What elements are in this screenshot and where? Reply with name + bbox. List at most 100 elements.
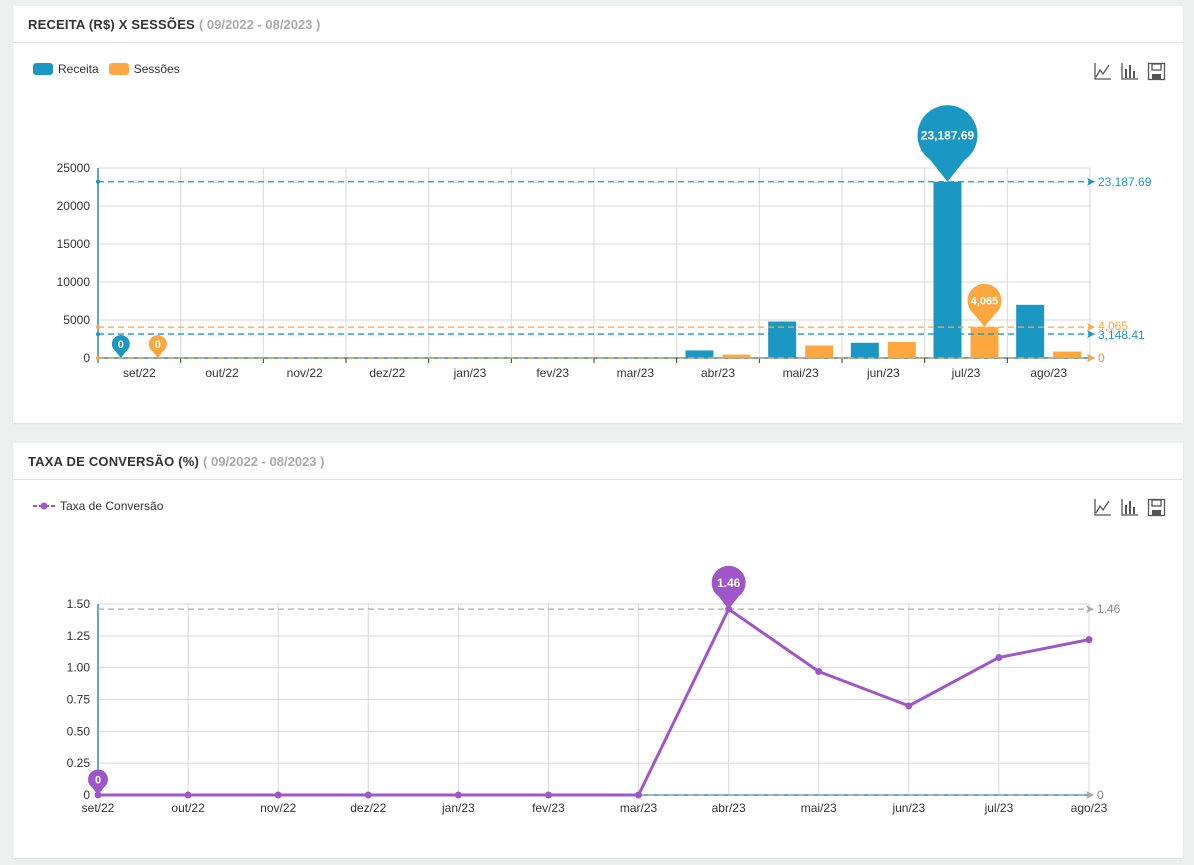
bar-sessoes <box>805 345 834 358</box>
x-tick-label: mar/23 <box>620 801 658 815</box>
markline-label: 0 <box>1098 351 1105 365</box>
x-tick-label: out/22 <box>205 366 239 380</box>
x-tick-label: jun/23 <box>866 366 900 380</box>
markline-label: 4,065 <box>1098 319 1128 333</box>
bar-sessoes <box>1053 351 1082 358</box>
max-marker-receita-pin <box>917 105 978 182</box>
x-tick-label: jun/23 <box>891 801 925 815</box>
min-marker-taxa-pin <box>88 769 108 795</box>
card-title: RECEITA (R$) X SESSÕES <box>28 16 195 32</box>
chart-legend: Taxa de Conversão <box>33 499 173 513</box>
min-marker-taxa-label: 0 <box>95 774 101 786</box>
markline-label: 1.46 <box>1097 602 1121 616</box>
x-tick-label: nov/22 <box>260 801 296 815</box>
markline-start <box>96 356 100 360</box>
conversion-rate-chart: 0 0.25 0.50 0.75 1.00 1.25 1.50 set/22 out/22 nov… <box>67 565 1121 815</box>
chart-toolbox <box>1093 498 1166 517</box>
markline-arrow <box>1087 330 1095 339</box>
markline-label: 0 <box>1098 351 1105 365</box>
conversion-rate-card: TAXA DE CONVERSÃO (%) ( 09/2022 - 08/202… <box>13 443 1183 858</box>
revenue-sessions-card: RECEITA (R$) X SESSÕES ( 09/2022 - 08/20… <box>13 6 1183 423</box>
x-tick-label: dez/22 <box>369 366 405 380</box>
y-tick-label: 5000 <box>63 313 90 327</box>
x-tick-label: set/22 <box>123 366 156 380</box>
data-point <box>1085 636 1093 644</box>
max-marker-receita-label: 23,187.69 <box>921 128 975 142</box>
x-tick-label: fev/23 <box>536 366 569 380</box>
save-icon[interactable] <box>1147 62 1166 81</box>
legend-label-receita: Receita <box>58 62 99 76</box>
data-point <box>635 791 643 799</box>
x-tick-label: jan/23 <box>441 801 475 815</box>
data-point <box>184 791 192 799</box>
legend-swatch-sessoes <box>108 63 129 75</box>
legend-swatch-receita <box>33 63 53 75</box>
x-tick-label: fev/23 <box>532 801 565 815</box>
y-tick-label: 10000 <box>57 275 91 289</box>
series-line-taxa <box>98 607 1090 797</box>
line-chart-icon[interactable] <box>1093 62 1112 81</box>
markline-arrow <box>1086 605 1094 614</box>
x-tick-label: ago/23 <box>1030 366 1067 380</box>
chart-toolbox <box>1093 62 1166 81</box>
markline-arrow <box>1087 354 1095 362</box>
min-marker-sessoes-label: 0 <box>155 339 161 351</box>
x-tick-label: ago/23 <box>1071 801 1108 815</box>
bar-receita <box>1016 304 1045 358</box>
data-point <box>364 791 372 799</box>
min-marker-receita-label: 0 <box>118 339 124 351</box>
data-point <box>274 791 282 799</box>
x-tick-label: dez/22 <box>350 801 386 815</box>
markline-label: 0 <box>1097 788 1104 802</box>
x-tick-label: jan/23 <box>453 366 487 380</box>
card-title: TAXA DE CONVERSÃO (%) <box>28 453 200 469</box>
markline-arrow <box>1087 323 1095 332</box>
max-marker-sessoes-label: 4,065 <box>971 296 999 308</box>
max-marker-taxa-pin <box>711 565 746 610</box>
data-point <box>815 667 823 675</box>
data-point <box>544 791 552 799</box>
y-tick-label: 25000 <box>57 161 91 175</box>
legend-item-taxa[interactable]: Taxa de Conversão <box>33 499 163 513</box>
legend-item-receita[interactable]: Receita <box>33 62 99 76</box>
legend-label-taxa: Taxa de Conversão <box>60 499 164 513</box>
legend-item-sessoes[interactable]: Sessões <box>108 62 180 76</box>
legend-label-sessoes: Sessões <box>133 62 180 76</box>
bar-sessoes <box>887 342 916 358</box>
x-tick-label: mar/23 <box>617 366 655 380</box>
x-tick-label: jul/23 <box>951 366 981 380</box>
card-date-range: ( 09/2022 - 08/2023 ) <box>203 453 325 469</box>
x-tick-label: abr/23 <box>701 366 735 380</box>
y-tick-label: 0 <box>83 351 90 365</box>
bar-receita <box>933 181 962 358</box>
line-chart-icon[interactable] <box>1093 498 1112 517</box>
y-tick-label: 0.50 <box>67 724 91 738</box>
chart-legend: Receita Sessões <box>33 62 190 76</box>
bar-chart-icon[interactable] <box>1120 498 1139 517</box>
max-marker-sessoes-pin <box>967 283 1002 328</box>
markline-arrow <box>1086 791 1094 799</box>
data-point <box>995 653 1003 661</box>
x-tick-label: out/22 <box>171 801 205 815</box>
bar-chart-icon[interactable] <box>1120 62 1139 81</box>
y-tick-label: 0.25 <box>67 756 91 770</box>
markline-label: 3,148.41 <box>1098 328 1145 342</box>
data-point <box>454 791 462 799</box>
x-tick-label: abr/23 <box>712 801 746 815</box>
card-date-range: ( 09/2022 - 08/2023 ) <box>198 16 321 32</box>
revenue-sessions-chart: 0 5000 10000 15000 20000 25000 set/22 out/22 nov… <box>57 105 1152 380</box>
y-tick-label: 0 <box>83 788 90 802</box>
markline-start <box>96 179 100 184</box>
markline-arrow <box>1087 177 1095 186</box>
card-header: RECEITA (R$) X SESSÕES ( 09/2022 - 08/20… <box>13 6 1183 43</box>
save-icon[interactable] <box>1147 498 1166 517</box>
x-tick-label: jul/23 <box>984 801 1014 815</box>
y-tick-label: 1.00 <box>67 661 91 675</box>
markline-label: 23,187.69 <box>1098 175 1152 189</box>
y-tick-label: 0.75 <box>67 693 91 707</box>
y-tick-label: 1.25 <box>67 629 91 643</box>
markline-start <box>96 332 100 337</box>
data-point <box>905 702 913 710</box>
max-marker-taxa-label: 1.46 <box>717 576 741 590</box>
min-marker-receita-pin <box>111 335 130 358</box>
